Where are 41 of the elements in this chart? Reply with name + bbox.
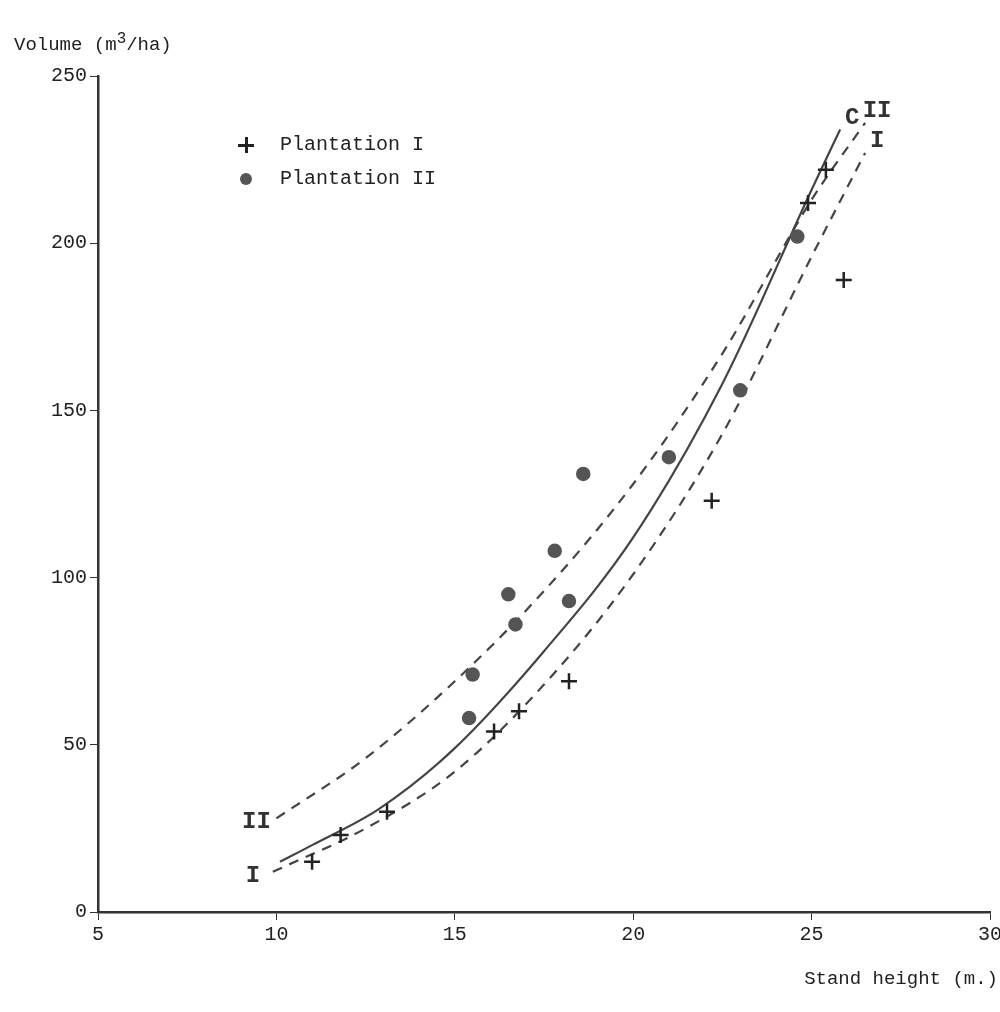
point (331, 825, 350, 845)
y-tick-label: 100 (50, 565, 88, 589)
point (509, 702, 529, 721)
y-tick-label: 250 (50, 64, 88, 88)
x-tick-label: 30 (977, 923, 1000, 947)
point (798, 193, 818, 213)
x-tick-label: 10 (264, 923, 289, 947)
y-tick-label: 50 (62, 733, 88, 757)
point (559, 672, 579, 691)
point (465, 667, 480, 682)
y-tick-label: 150 (50, 398, 88, 422)
point (377, 802, 397, 821)
point (790, 229, 805, 244)
annotation: II (862, 96, 892, 124)
y-tick-label: 200 (50, 231, 88, 255)
point (816, 160, 836, 179)
point (702, 491, 721, 510)
annotation: I (245, 861, 261, 889)
annotation: II (242, 808, 271, 836)
x-axis-title: Stand height (m.) (804, 968, 998, 990)
x-tick-label: 20 (621, 923, 646, 947)
point (561, 593, 577, 609)
point (302, 852, 322, 872)
y-tick-label: 0 (74, 900, 88, 924)
legend-label: Plantation I (280, 132, 425, 158)
annotation: C (844, 103, 860, 131)
point (834, 270, 853, 290)
point (576, 466, 591, 482)
point (661, 449, 677, 465)
y-axis-title: Volume (m$^{3}$/ha) (14, 30, 172, 57)
x-tick-label: 15 (442, 923, 467, 947)
point (732, 383, 748, 398)
point (508, 617, 523, 632)
point (547, 543, 562, 559)
annotation: I (869, 126, 885, 154)
legend-label: Plantation II (280, 166, 437, 192)
point (501, 587, 516, 602)
x-tick-label: 5 (92, 923, 105, 947)
point (461, 710, 477, 726)
x-tick-label: 25 (799, 923, 824, 947)
point (484, 722, 504, 741)
